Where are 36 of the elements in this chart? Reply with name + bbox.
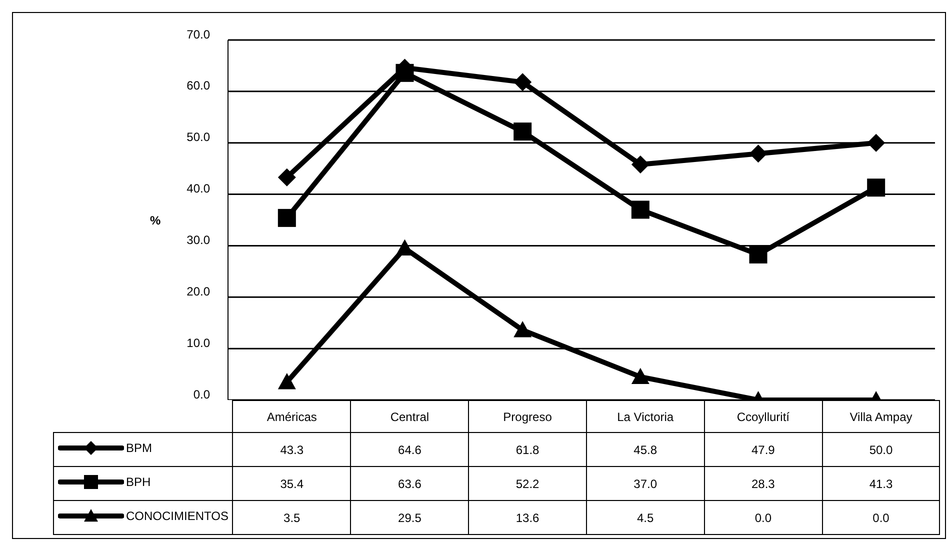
data-label: 52.2 [468,466,586,500]
data-label: 45.8 [586,432,704,466]
data-label: 13.6 [468,500,586,534]
y-tick-label: 20.0 [186,284,210,298]
x-tick-label: Ccoyllurití [704,400,822,432]
legend-label: BPM [126,441,152,455]
y-axis-title: % [150,213,161,228]
x-tick-label: Villa Ampay [822,400,940,432]
data-label: 50.0 [822,432,940,466]
y-tick-label: 70.0 [186,27,210,42]
x-tick-label: La Victoria [586,400,704,432]
y-tick-label: 50.0 [186,130,210,144]
data-label: 4.5 [586,500,704,534]
legend-label: CONOCIMIENTOS [126,509,228,523]
data-label: 29.5 [350,500,469,534]
data-label: 47.9 [704,432,822,466]
y-tick-label: 30.0 [186,232,210,247]
legend-label: BPH [126,475,151,489]
x-tick-label: Américas [232,400,351,432]
data-label: 64.6 [350,432,469,466]
y-tick-label: 40.0 [186,182,210,196]
data-label: 61.8 [468,432,586,466]
data-label: 35.4 [232,466,351,500]
y-tick-label: 0.0 [193,387,210,402]
data-label: 43.3 [232,432,351,466]
data-label: 41.3 [822,466,940,500]
data-label: 37.0 [586,466,704,500]
data-label: 63.6 [350,466,469,500]
data-label: 0.0 [822,500,940,534]
x-tick-label: Progreso [468,400,586,432]
y-tick-label: 60.0 [186,78,210,93]
data-label: 3.5 [232,500,351,534]
y-tick-label: 10.0 [186,336,210,350]
x-tick-label: Central [350,400,469,432]
data-label: 0.0 [704,500,822,534]
data-label: 28.3 [704,466,822,500]
